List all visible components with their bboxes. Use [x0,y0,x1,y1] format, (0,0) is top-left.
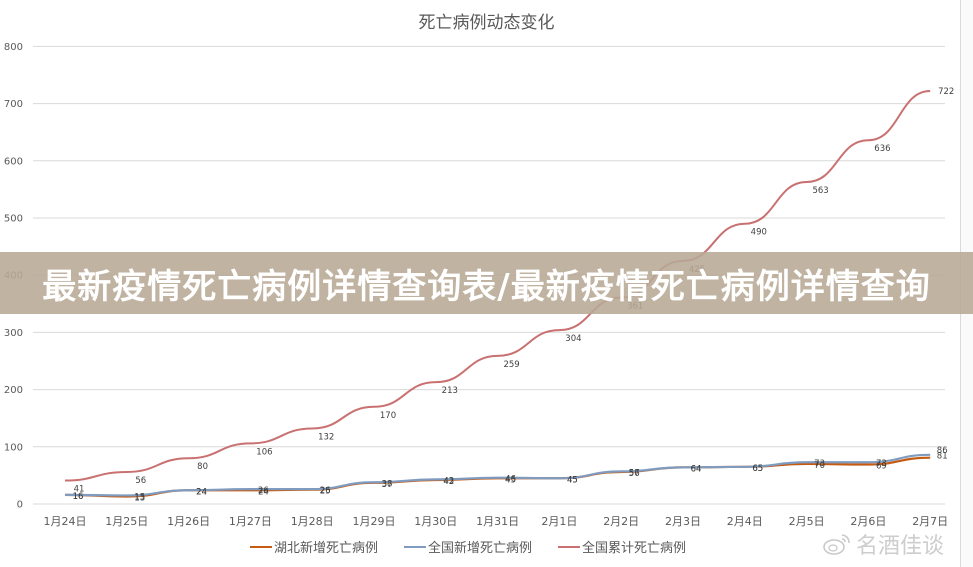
x-tick-label: 1月26日 [167,515,210,528]
y-tick-label: 700 [4,99,23,110]
data-label: 45 [567,475,578,485]
data-label: 42 [443,477,454,487]
data-label: 46 [505,475,516,485]
data-label: 16 [73,492,84,502]
legend-label: 湖北新增死亡病例 [274,541,379,556]
data-label: 563 [812,186,828,196]
x-tick-label: 2月2日 [603,515,639,528]
x-tick-label: 2月4日 [727,515,763,528]
data-label: 24 [258,487,269,497]
data-label: 16 [73,492,84,502]
data-label: 86 [937,446,948,456]
data-label: 722 [938,87,954,97]
y-tick-label: 0 [17,500,23,511]
x-tick-label: 1月27日 [229,515,272,528]
data-label: 636 [874,144,890,154]
data-label: 73 [876,459,887,469]
y-tick-label: 600 [4,156,23,167]
data-label: 24 [196,487,207,497]
x-tick-label: 1月24日 [44,515,87,528]
data-label: 80 [197,462,208,472]
data-label: 304 [565,334,581,344]
data-label: 37 [382,480,393,490]
data-label: 170 [380,411,396,421]
data-label: 65 [752,464,763,474]
data-label: 45 [505,475,516,485]
x-tick-label: 1月30日 [414,515,457,528]
data-label: 81 [937,452,948,462]
data-label: 45 [567,475,578,485]
data-label: 25 [320,487,331,497]
x-tick-label: 1月31日 [476,515,519,528]
legend-swatch-icon [558,545,581,548]
legend-label: 全国新增死亡病例 [428,541,533,556]
data-label: 259 [503,360,519,370]
data-label: 13 [134,494,145,504]
x-tick-label: 1月25日 [105,515,148,528]
x-tick-label: 2月5日 [789,515,825,528]
series-line-2 [64,90,931,482]
data-label: 15 [134,492,145,502]
legend-label: 全国累计死亡病例 [582,541,687,556]
y-tick-label: 200 [4,385,23,396]
series-line-1 [64,453,931,497]
data-label: 70 [814,461,825,471]
x-tick-label: 2月1日 [541,515,577,528]
y-tick-label: 300 [4,328,23,339]
data-label: 490 [751,228,767,238]
data-label: 43 [443,476,454,486]
data-label: 73 [814,459,825,469]
x-tick-label: 2月7日 [912,515,948,528]
data-label: 69 [876,462,887,472]
watermark: 名酒佳谈 [822,528,944,560]
data-label: 106 [256,447,272,457]
chart-title: 死亡病例动态变化 [418,13,555,33]
x-tick-label: 1月29日 [353,515,396,528]
data-label: 56 [629,469,640,479]
data-label: 24 [196,487,207,497]
data-label: 38 [382,479,393,489]
series-lines [64,90,931,498]
x-tick-label: 2月6日 [850,515,886,528]
legend-swatch-icon [250,545,272,548]
title-banner: 最新疫情死亡病例详情查询表/最新疫情死亡病例详情查询 [0,252,973,314]
legend-swatch-icon [404,545,427,548]
data-label: 26 [258,486,269,496]
data-label: 213 [442,386,458,396]
banner-text: 最新疫情死亡病例详情查询表/最新疫情死亡病例详情查询 [42,266,931,307]
chart-legend: 湖北新增死亡病例 全国新增死亡病例 全国累计死亡病例 [250,537,686,556]
y-tick-label: 800 [4,42,23,53]
data-label: 64 [691,464,702,474]
data-label: 64 [691,464,702,474]
y-tick-label: 100 [4,442,23,453]
data-label: 56 [135,476,146,486]
legend-item-hubei-new: 湖北新增死亡病例 [250,537,378,556]
legend-item-national-new: 全国新增死亡病例 [404,537,532,556]
data-label: 132 [318,432,334,442]
x-axis-ticks: 1月24日 1月25日 1月26日 1月27日 1月28日 1月29日 1月30日 1月31日… [44,515,949,528]
data-label: 65 [752,464,763,474]
x-tick-label: 1月28日 [291,515,334,528]
data-label: 26 [320,486,331,496]
legend-item-national-cumulative: 全国累计死亡病例 [558,537,686,556]
y-tick-label: 500 [4,214,23,225]
data-label: 41 [74,485,85,495]
x-tick-label: 2月3日 [665,515,701,528]
weibo-icon [823,534,850,555]
watermark-text: 名酒佳谈 [856,534,945,559]
data-label: 57 [629,468,640,478]
